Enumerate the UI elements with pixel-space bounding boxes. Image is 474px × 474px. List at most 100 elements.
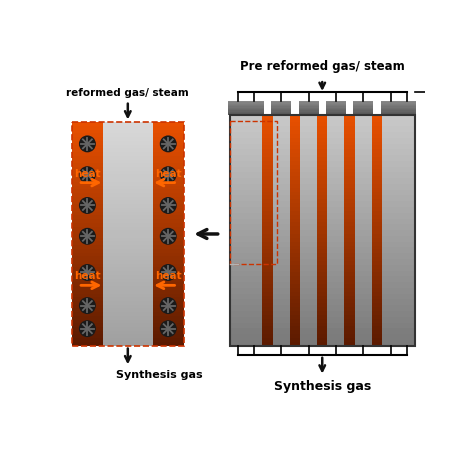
Bar xyxy=(103,130,153,134)
Bar xyxy=(355,230,372,237)
Bar xyxy=(245,340,262,346)
Bar xyxy=(326,109,346,111)
Bar xyxy=(230,201,245,208)
Circle shape xyxy=(160,264,177,281)
Bar xyxy=(372,146,383,150)
Bar xyxy=(103,227,153,231)
Bar xyxy=(230,166,245,173)
Bar xyxy=(317,173,328,177)
Bar xyxy=(355,311,372,317)
Bar xyxy=(300,120,317,127)
Bar xyxy=(72,319,103,324)
Bar xyxy=(355,334,372,340)
Bar xyxy=(317,222,328,227)
Bar xyxy=(153,331,183,335)
Bar xyxy=(262,276,273,281)
Bar xyxy=(273,219,290,225)
Bar xyxy=(345,296,355,300)
Bar xyxy=(290,219,300,223)
Bar xyxy=(262,169,273,173)
Circle shape xyxy=(79,197,96,214)
Bar xyxy=(317,122,328,127)
Bar xyxy=(72,223,103,227)
Bar xyxy=(153,305,183,309)
Bar xyxy=(153,230,183,234)
Bar xyxy=(317,292,328,296)
Bar xyxy=(72,201,103,205)
Bar xyxy=(372,142,383,146)
Bar xyxy=(300,219,317,225)
Bar xyxy=(372,249,383,254)
Bar xyxy=(345,315,355,319)
Bar xyxy=(383,276,399,283)
Bar xyxy=(317,311,328,315)
Bar xyxy=(290,173,300,177)
Bar xyxy=(383,288,399,294)
Bar xyxy=(271,102,291,104)
Bar xyxy=(271,112,291,114)
Bar xyxy=(372,126,383,130)
Bar xyxy=(372,276,383,281)
Bar xyxy=(262,134,273,138)
Bar xyxy=(230,173,245,179)
Bar xyxy=(230,230,245,237)
Bar xyxy=(399,132,415,138)
Bar xyxy=(273,236,290,242)
Text: Pre reformed gas/ steam: Pre reformed gas/ steam xyxy=(240,60,405,73)
Bar xyxy=(245,120,262,127)
Bar xyxy=(245,294,262,300)
Bar xyxy=(228,105,247,107)
Bar xyxy=(290,226,300,230)
Bar xyxy=(262,146,273,150)
Bar xyxy=(245,317,262,323)
Bar xyxy=(103,316,153,320)
Bar xyxy=(244,110,264,112)
Bar xyxy=(300,161,317,167)
Bar xyxy=(153,193,183,197)
Bar xyxy=(383,190,399,196)
Bar xyxy=(262,203,273,208)
Text: reformed gas/ steam: reformed gas/ steam xyxy=(66,88,189,98)
Bar xyxy=(355,340,372,346)
Bar xyxy=(72,283,103,286)
Bar xyxy=(262,219,273,223)
Bar xyxy=(372,280,383,284)
Bar xyxy=(345,134,355,138)
Bar xyxy=(317,219,328,223)
Bar xyxy=(345,207,355,211)
Bar xyxy=(290,292,300,296)
Bar xyxy=(399,184,415,190)
Bar xyxy=(372,327,383,331)
Bar xyxy=(317,134,328,138)
Bar xyxy=(398,106,416,108)
Bar xyxy=(372,173,383,177)
Bar xyxy=(299,101,319,102)
Bar xyxy=(153,134,183,137)
Bar xyxy=(399,115,415,121)
Bar xyxy=(290,296,300,300)
Bar xyxy=(72,182,103,186)
Bar xyxy=(245,265,262,271)
Bar xyxy=(399,271,415,277)
Bar xyxy=(72,122,103,127)
Bar xyxy=(383,173,399,179)
Bar xyxy=(383,242,399,248)
Bar xyxy=(230,190,245,196)
Bar xyxy=(153,160,183,164)
Bar xyxy=(300,173,317,179)
Bar xyxy=(399,311,415,317)
Bar xyxy=(245,144,262,150)
Bar xyxy=(300,126,317,132)
Bar xyxy=(328,242,345,248)
Bar xyxy=(153,167,183,171)
Circle shape xyxy=(160,197,177,214)
Bar xyxy=(317,157,328,161)
Bar xyxy=(262,242,273,246)
Bar xyxy=(103,215,153,219)
Bar xyxy=(317,319,328,323)
Bar xyxy=(290,327,300,331)
Bar xyxy=(300,282,317,288)
Bar xyxy=(72,309,103,312)
Bar xyxy=(271,101,291,102)
Bar xyxy=(262,284,273,288)
